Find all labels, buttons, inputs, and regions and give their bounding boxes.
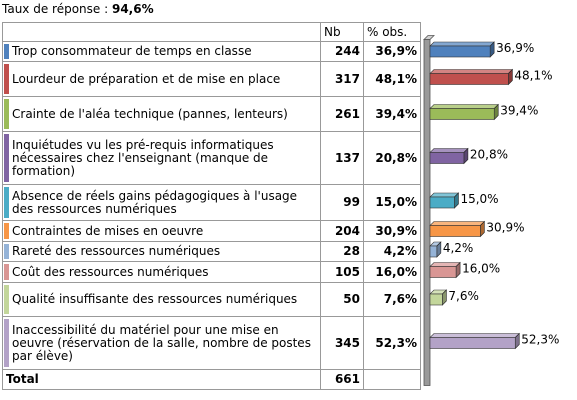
row-color-marker (4, 319, 9, 367)
table-row: Lourdeur de préparation et de mise en pl… (2, 61, 421, 97)
row-count: 261 (320, 96, 364, 132)
row-color-marker (4, 285, 9, 314)
bar (429, 152, 465, 164)
row-percent: 52,3% (363, 316, 421, 370)
row-label-cell: Qualité insuffisante des ressources numé… (2, 282, 321, 317)
row-label: Inquiétudes vu les pré-requis informatiq… (12, 137, 274, 178)
response-rate-value: 94,6% (111, 2, 154, 16)
table-row: Inaccessibilité du matériel pour une mis… (2, 316, 421, 370)
row-label: Contraintes de mises en oeuvre (12, 223, 204, 238)
row-color-marker (4, 264, 9, 280)
total-row: Total 661 (2, 369, 421, 390)
row-count: 317 (320, 61, 364, 97)
row-percent: 30,9% (363, 220, 421, 242)
bar (429, 245, 438, 258)
axis-wall (423, 39, 431, 386)
bar-top (429, 262, 461, 267)
table-row: Crainte de l'aléa technique (pannes, len… (2, 96, 421, 132)
bar-value-label: 30,9% (486, 221, 524, 235)
total-label: Total (2, 369, 321, 390)
total-blank (363, 369, 421, 390)
row-label-cell: Lourdeur de préparation et de mise en pl… (2, 61, 321, 97)
axis-wall (423, 35, 435, 40)
row-label-cell: Crainte de l'aléa technique (pannes, len… (2, 96, 321, 132)
bar-value-label: 16,0% (462, 262, 500, 276)
row-percent: 39,4% (363, 96, 421, 132)
bar (429, 196, 455, 209)
bar-value-label: 48,1% (514, 69, 552, 83)
column-header: % obs. (363, 22, 421, 42)
row-percent: 16,0% (363, 261, 421, 283)
row-label: Rareté des ressources numériques (12, 244, 221, 258)
row-label-cell: Inquiétudes vu les pré-requis informatiq… (2, 131, 321, 185)
response-rate-label: Taux de réponse : (2, 2, 109, 16)
bar-top (429, 69, 514, 74)
bar-top (429, 192, 460, 198)
bar-value-label: 20,8% (470, 148, 508, 162)
bar (429, 225, 481, 237)
row-count: 204 (320, 220, 364, 242)
bar-value-label: 15,0% (460, 192, 498, 206)
table-row: Contraintes de mises en oeuvre 204 30,9% (2, 220, 421, 242)
table-row: Qualité insuffisante des ressources numé… (2, 282, 421, 317)
row-label-cell: Contraintes de mises en oeuvre (2, 220, 321, 242)
bar-value-label: 7,6% (448, 289, 479, 303)
bar (429, 266, 457, 278)
row-label: Crainte de l'aléa technique (pannes, len… (12, 106, 288, 121)
header-row: Nb% obs. (2, 22, 421, 42)
bar-top (429, 41, 495, 47)
row-label: Inaccessibilité du matériel pour une mis… (12, 322, 311, 363)
row-color-marker (4, 187, 9, 218)
bar-top (429, 104, 499, 109)
row-label-cell: Absence de réels gains pédagogiques à l'… (2, 184, 321, 221)
row-label: Qualité insuffisante des ressources numé… (12, 292, 298, 306)
total-count: 661 (320, 369, 364, 390)
bar (429, 337, 516, 349)
bar-value-label: 4,2% (443, 241, 474, 255)
column-header: Nb (320, 22, 364, 42)
response-rate: Taux de réponse : 94,6% (2, 2, 154, 16)
row-label: Absence de réels gains pédagogiques à l'… (12, 188, 298, 216)
row-label-cell: Inaccessibilité du matériel pour une mis… (2, 316, 321, 370)
row-label: Coût des ressources numériques (12, 264, 209, 279)
results-table: Nb% obs. Trop consommateur de temps en c… (2, 22, 421, 390)
bar (429, 108, 495, 120)
bar (429, 73, 509, 85)
row-color-marker (4, 244, 9, 259)
bar (429, 293, 443, 306)
row-percent: 20,8% (363, 131, 421, 185)
row-percent: 48,1% (363, 61, 421, 97)
bar-value-label: 36,9% (496, 41, 534, 55)
bar-top (429, 333, 520, 338)
row-label: Lourdeur de préparation et de mise en pl… (12, 71, 281, 86)
row-count: 99 (320, 184, 364, 221)
table-row: Inquiétudes vu les pré-requis informatiq… (2, 131, 421, 185)
row-color-marker (4, 64, 9, 94)
row-color-marker (4, 134, 9, 182)
bar (429, 45, 491, 58)
row-color-marker (4, 99, 9, 129)
bar-value-label: 52,3% (521, 333, 559, 347)
bar-top (429, 221, 486, 226)
row-color-marker (4, 223, 9, 239)
bar-top (429, 148, 469, 153)
row-color-marker (4, 44, 9, 59)
row-label: Trop consommateur de temps en classe (12, 44, 252, 58)
bar-value-label: 39,4% (500, 104, 538, 118)
